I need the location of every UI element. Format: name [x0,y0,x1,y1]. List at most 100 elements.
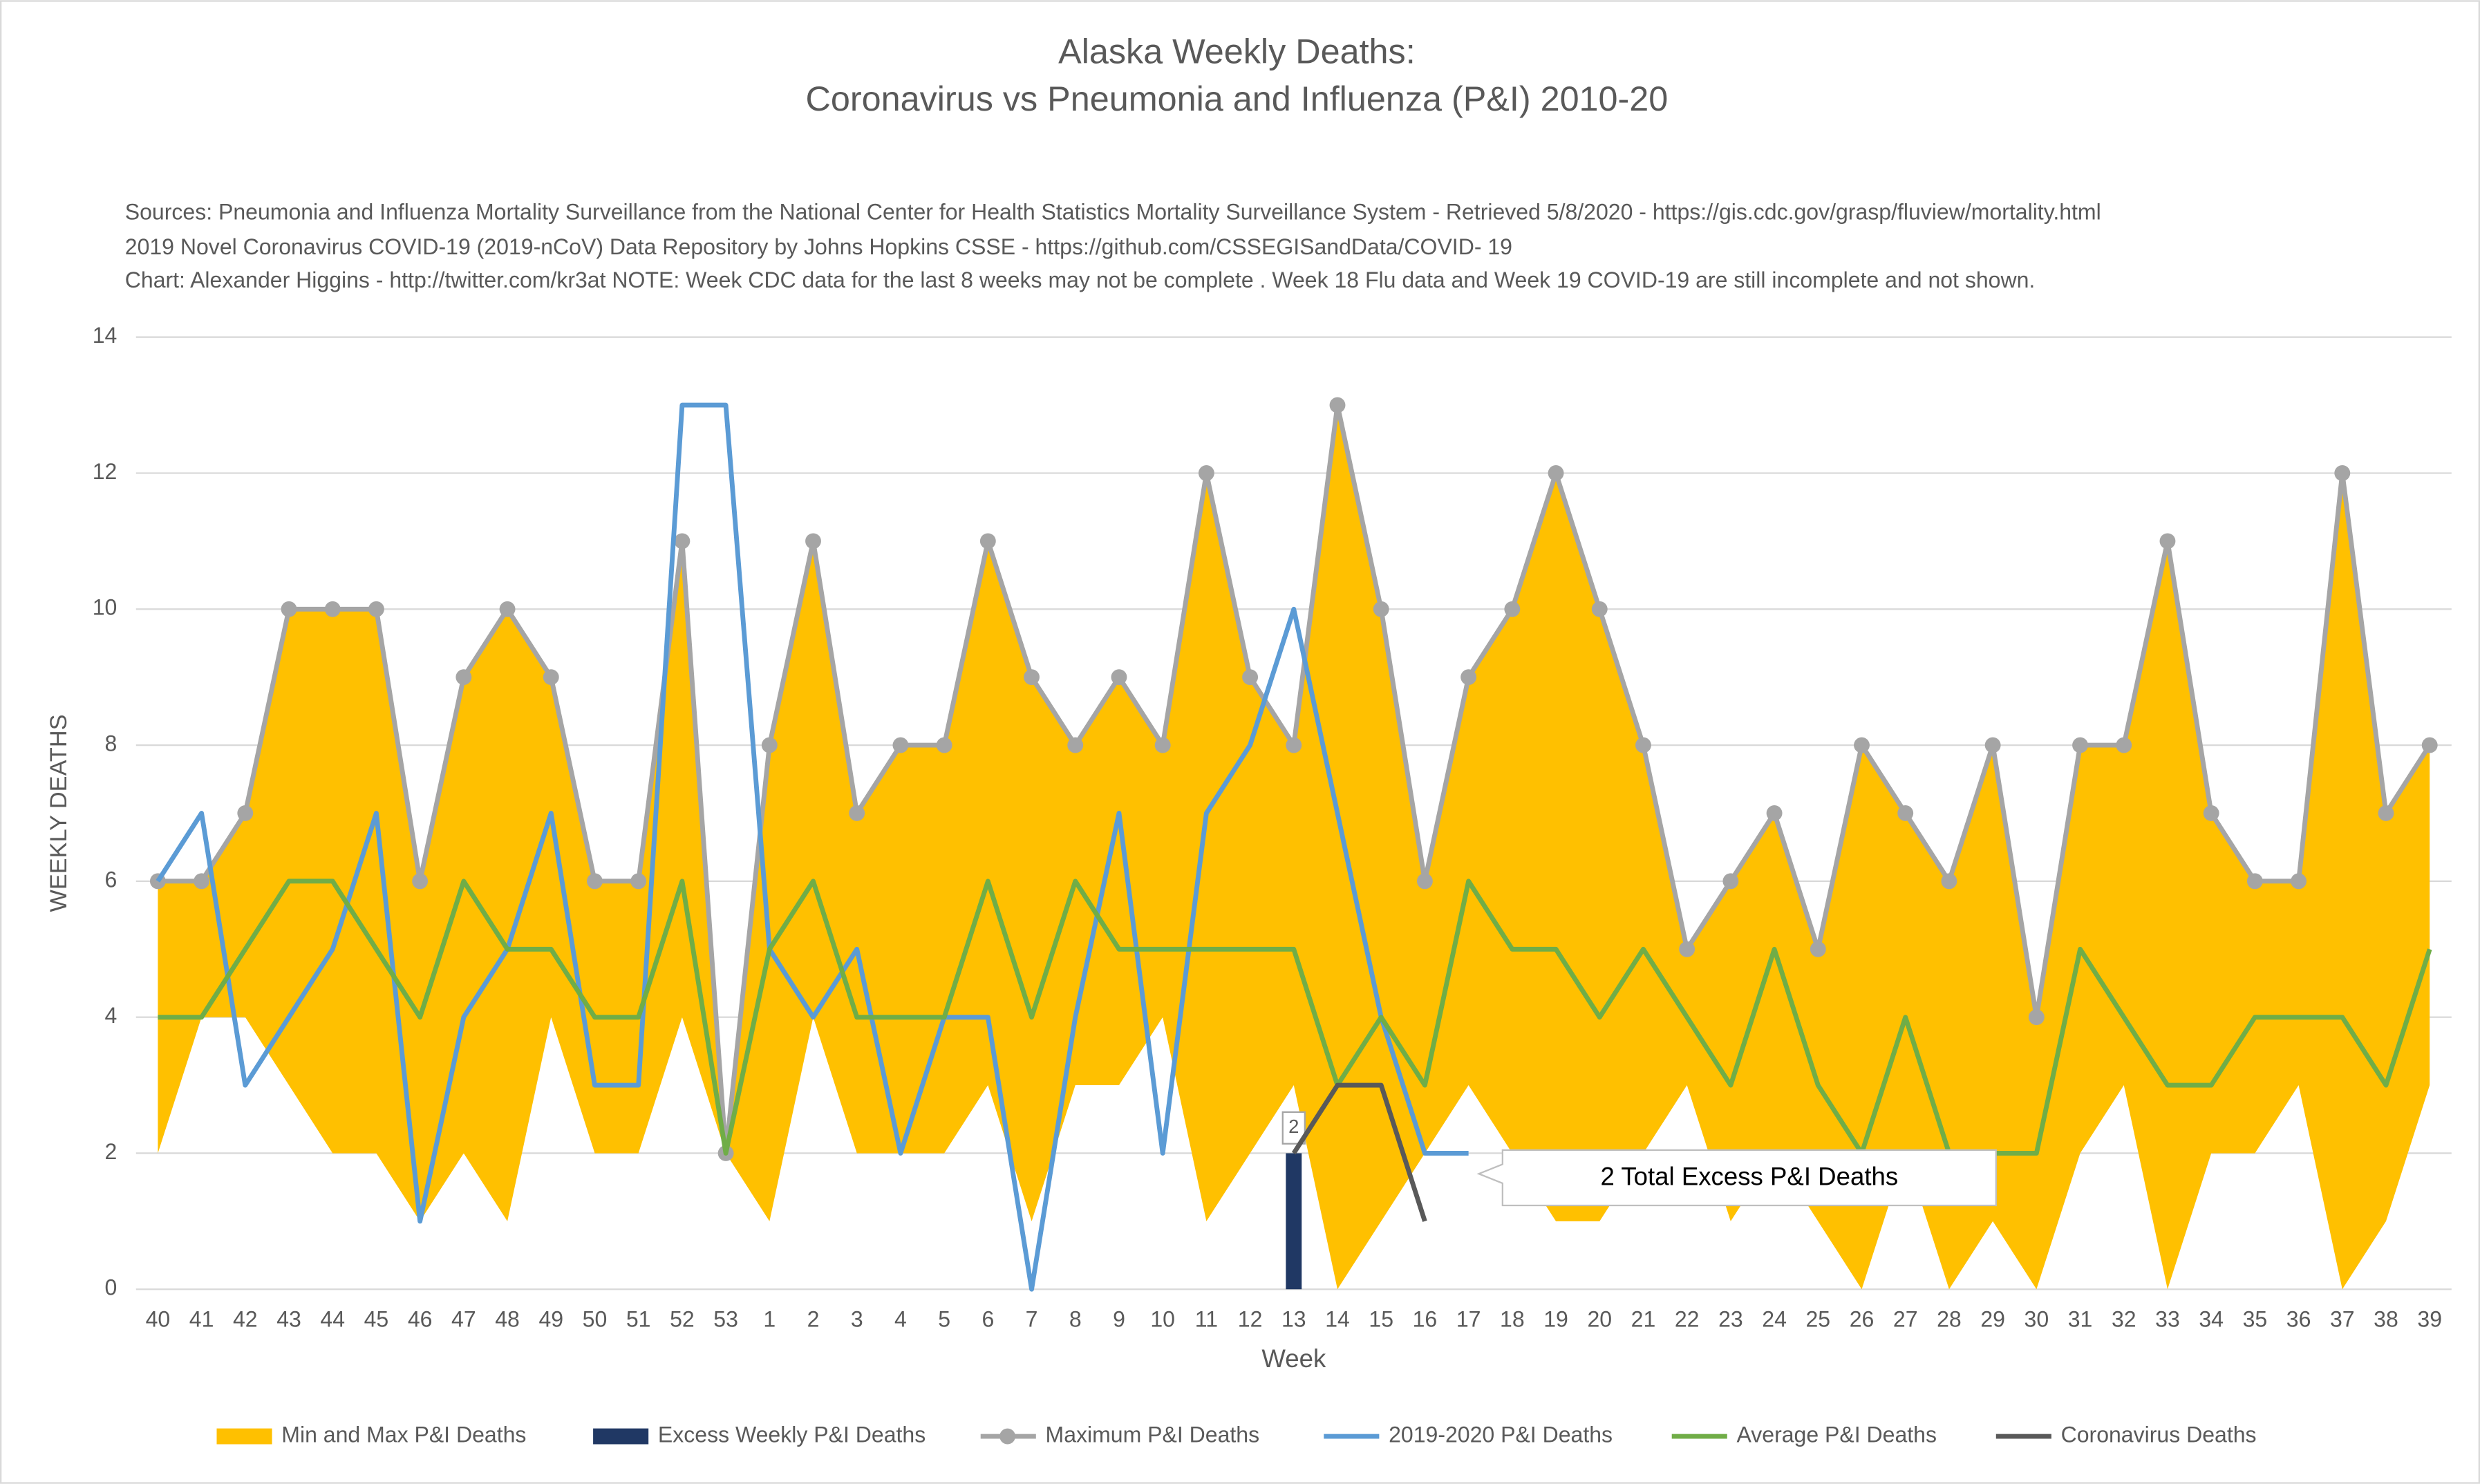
marker [1897,805,1914,821]
marker [979,533,996,550]
x-tick-label: 14 [1325,1306,1350,1331]
legend-label: Maximum P&I Deaths [1046,1422,1260,1447]
x-tick-label: 17 [1456,1306,1481,1331]
legend-marker [999,1428,1016,1445]
x-tick-label: 6 [981,1306,994,1331]
x-tick-label: 27 [1893,1306,1918,1331]
x-tick-label: 51 [626,1306,651,1331]
marker [2291,873,2307,890]
marker [1766,805,1783,821]
x-axis-label: Week [1261,1344,1326,1373]
marker [499,601,516,617]
marker [2246,873,2263,890]
x-tick-label: 50 [583,1306,608,1331]
marker [2378,805,2394,821]
bar [1286,1153,1302,1290]
marker [2116,737,2132,753]
marker [849,805,865,821]
chart-title: Coronavirus vs Pneumonia and Influenza (… [806,79,1669,118]
marker [1810,941,1826,957]
range-area [158,405,2430,1290]
marker [892,737,909,753]
x-tick-label: 18 [1500,1306,1525,1331]
x-tick-label: 39 [2417,1306,2442,1331]
marker [936,737,952,753]
marker [1329,397,1346,413]
marker [1679,941,1695,957]
y-tick-label: 2 [105,1139,118,1164]
y-tick-label: 6 [105,867,118,892]
x-tick-label: 1 [763,1306,776,1331]
marker [1154,737,1171,753]
x-tick-label: 10 [1150,1306,1175,1331]
marker [1941,873,1957,890]
annotation: 2 Total Excess P&I Deaths [1600,1163,1898,1191]
x-tick-label: 23 [1718,1306,1743,1331]
marker [1635,737,1651,753]
legend-label: Min and Max P&I Deaths [281,1422,526,1447]
series-line [1291,1082,1427,1222]
marker [194,873,210,890]
x-tick-label: 21 [1631,1306,1656,1331]
x-tick-label: 11 [1195,1306,1218,1331]
marker [455,669,472,686]
x-tick-label: 5 [938,1306,950,1331]
x-tick-label: 13 [1281,1306,1306,1331]
x-tick-label: 48 [495,1306,520,1331]
marker [2028,1009,2045,1026]
x-tick-label: 49 [538,1306,563,1331]
y-tick-label: 14 [93,323,118,348]
x-tick-label: 42 [233,1306,258,1331]
marker [2203,805,2219,821]
marker [368,601,384,617]
legend: Min and Max P&I Deaths Excess Weekly P&I … [216,1422,2257,1447]
chart-title: Alaska Weekly Deaths: [1058,31,1416,71]
marker [1067,737,1084,753]
x-tick-label: 15 [1369,1306,1393,1331]
marker [412,873,429,890]
x-tick-label: 8 [1069,1306,1082,1331]
x-tick-label: 29 [1980,1306,2005,1331]
marker [1242,669,1259,686]
y-tick-label: 4 [105,1003,118,1028]
marker [1024,669,1040,686]
x-tick-label: 32 [2112,1306,2136,1331]
marker [2334,465,2351,481]
x-tick-label: 2 [807,1306,820,1331]
x-tick-label: 35 [2243,1306,2268,1331]
marker [1198,465,1214,481]
callout-box [1476,1149,1997,1207]
x-tick-label: 20 [1587,1306,1612,1331]
x-tick-label: 4 [894,1306,907,1331]
legend-swatch [593,1428,649,1445]
marker [1854,737,1870,753]
y-tick-label: 0 [105,1275,118,1300]
marker [674,533,691,550]
x-tick-label: 37 [2330,1306,2355,1331]
marker [630,873,647,890]
marker [324,601,341,617]
x-tick-label: 44 [320,1306,345,1331]
y-tick-label: 8 [105,731,118,756]
x-tick-label: 24 [1762,1306,1787,1331]
marker [237,805,254,821]
marker [805,533,821,550]
y-tick-label: 12 [93,459,118,484]
x-tick-label: 43 [276,1306,301,1331]
series-line [156,402,1469,1292]
x-tick-label: 3 [851,1306,863,1331]
x-tick-label: 19 [1543,1306,1568,1331]
marker [587,873,603,890]
marker [1504,601,1521,617]
x-tick-label: 22 [1675,1306,1700,1331]
legend-swatch [216,1428,272,1445]
x-tick-label: 33 [2155,1306,2180,1331]
x-tick-label: 28 [1937,1306,1962,1331]
marker [543,669,559,686]
data-label: 2 [1288,1116,1299,1137]
x-tick-label: 12 [1238,1306,1263,1331]
legend-label: Excess Weekly P&I Deaths [658,1422,926,1447]
marker [1722,873,1739,890]
